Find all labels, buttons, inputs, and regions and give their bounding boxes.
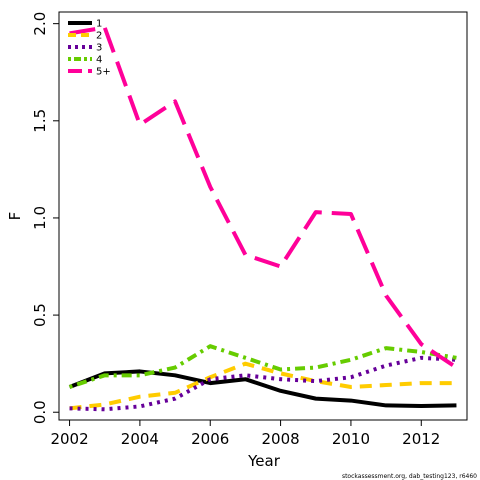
y-tick-label: 1.5 xyxy=(31,109,49,133)
y-axis-title: F xyxy=(6,212,24,221)
footer-note: stockassessment.org, dab_testing123, r64… xyxy=(342,473,477,480)
data-point-s4-2010 xyxy=(350,359,351,360)
x-tick-label: 2004 xyxy=(121,430,159,448)
data-point-s2-2007 xyxy=(245,363,246,364)
data-point-s4-2006 xyxy=(210,346,211,347)
data-point-s1-2004 xyxy=(139,371,140,372)
data-point-s4-2004 xyxy=(139,375,140,376)
data-point-s4-2003 xyxy=(104,375,105,376)
x-tick-label: 2012 xyxy=(402,430,440,448)
legend-label: 4 xyxy=(96,55,102,66)
data-point-s2-2004 xyxy=(139,396,140,397)
y-tick-label: 1.0 xyxy=(31,206,49,230)
data-point-s3-2007 xyxy=(245,375,246,376)
data-point-s1-2011 xyxy=(386,405,387,406)
data-point-s1-2013 xyxy=(456,405,457,406)
data-point-s1-2012 xyxy=(421,405,422,406)
data-point-s4-2008 xyxy=(280,369,281,370)
data-point-s4-2005 xyxy=(174,367,175,368)
data-point-s3-2012 xyxy=(421,357,422,358)
data-point-s1-2008 xyxy=(280,390,281,391)
data-point-s5-2008 xyxy=(280,266,281,267)
y-tick-label: 0.0 xyxy=(31,400,49,424)
plot-frame xyxy=(58,11,468,421)
data-point-s3-2008 xyxy=(280,379,281,380)
legend-label: 2 xyxy=(96,31,102,42)
data-point-s5-2011 xyxy=(386,295,387,296)
data-point-s4-2013 xyxy=(456,357,457,358)
data-point-s4-2002 xyxy=(69,386,70,387)
data-point-s1-2006 xyxy=(210,382,211,383)
data-point-s4-2012 xyxy=(421,351,422,352)
series-line-1 xyxy=(68,369,457,409)
data-point-s2-2011 xyxy=(386,384,387,385)
data-point-s2-2005 xyxy=(174,392,175,393)
data-point-s4-2011 xyxy=(386,348,387,349)
x-tick-label: 2002 xyxy=(50,430,88,448)
legend-label: 3 xyxy=(96,43,102,54)
data-point-s2-2013 xyxy=(456,382,457,383)
x-axis-title: Year xyxy=(247,452,281,470)
y-tick-label: 2.0 xyxy=(31,12,49,36)
data-point-s3-2011 xyxy=(386,365,387,366)
legend-label: 1 xyxy=(96,19,102,30)
data-point-s1-2007 xyxy=(245,379,246,380)
data-point-s5-2006 xyxy=(210,186,211,187)
legend-label: 5+ xyxy=(96,67,111,78)
data-point-s2-2010 xyxy=(350,386,351,387)
data-point-s5-2004 xyxy=(139,124,140,125)
data-point-s4-2009 xyxy=(315,367,316,368)
x-tick-label: 2006 xyxy=(191,430,229,448)
data-point-s4-2007 xyxy=(245,357,246,358)
data-point-s3-2005 xyxy=(174,398,175,399)
y-axis: 0.0 0.5 1.0 1.5 2.0 xyxy=(31,12,59,424)
data-point-s5-2005 xyxy=(174,101,175,102)
data-point-s5-2010 xyxy=(350,213,351,214)
data-point-s3-2004 xyxy=(139,406,140,407)
series-line-4 xyxy=(68,344,457,389)
series-line-5 xyxy=(69,25,458,370)
data-point-s5-2012 xyxy=(421,344,422,345)
data-point-s1-2005 xyxy=(174,375,175,376)
data-point-s3-2002 xyxy=(69,408,70,409)
data-point-s5-2007 xyxy=(245,254,246,255)
y-tick-label: 0.5 xyxy=(31,303,49,327)
series-line-2 xyxy=(69,361,457,411)
data-point-s3-2003 xyxy=(104,409,105,410)
series-line-3 xyxy=(69,355,457,412)
data-point-s3-2010 xyxy=(350,377,351,378)
data-point-s1-2010 xyxy=(350,400,351,401)
data-point-s3-2006 xyxy=(210,379,211,380)
data-point-s2-2008 xyxy=(280,373,281,374)
data-point-s2-2012 xyxy=(421,382,422,383)
data-point-s5-2003 xyxy=(104,27,105,28)
data-point-s3-2009 xyxy=(315,381,316,382)
data-point-s2-2003 xyxy=(104,404,105,405)
data-point-s5-2013 xyxy=(456,367,457,368)
data-point-s1-2009 xyxy=(315,398,316,399)
x-tick-label: 2008 xyxy=(261,430,299,448)
series-layer xyxy=(68,25,458,412)
data-point-s5-2009 xyxy=(315,212,316,213)
x-axis: 2002 2004 2006 2008 2010 2012 xyxy=(50,420,440,448)
x-tick-label: 2010 xyxy=(332,430,370,448)
